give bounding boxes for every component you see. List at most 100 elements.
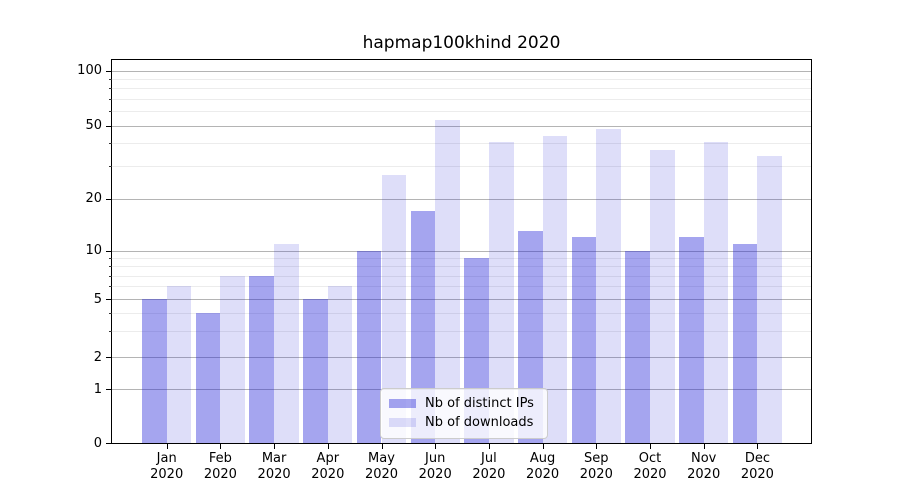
x-tick-label-jun: Jun 2020 xyxy=(403,451,467,483)
y-tick-label-2: 2 xyxy=(93,349,102,365)
y-tick-label-50: 50 xyxy=(85,118,102,134)
gridline-major-2 xyxy=(112,357,811,358)
y-tick-0 xyxy=(106,443,112,444)
plot-area: Nb of distinct IPs Nb of downloads xyxy=(112,60,811,443)
x-tick-sep xyxy=(596,444,598,449)
x-tick-label-feb: Feb 2020 xyxy=(188,451,252,483)
x-tick-month: Apr xyxy=(316,451,340,466)
y-minor-tick-80 xyxy=(109,88,112,90)
bar-downloads-jan xyxy=(166,286,192,443)
y-tick-2 xyxy=(106,357,112,358)
y-minor-tick-8 xyxy=(109,266,112,268)
y-minor-tick-70 xyxy=(109,99,112,100)
x-tick-month: Mar xyxy=(261,451,287,466)
gridline-minor-60 xyxy=(112,111,811,113)
x-tick-oct xyxy=(650,444,651,449)
gridline-minor-4 xyxy=(112,313,811,315)
y-tick-20 xyxy=(106,198,112,200)
y-tick-label-0: 0 xyxy=(93,435,102,451)
x-tick-label-dec: Dec 2020 xyxy=(725,451,789,483)
x-tick-label-oct: Oct 2020 xyxy=(618,451,682,483)
x-tick-year: 2020 xyxy=(633,467,667,482)
x-tick-nov xyxy=(703,444,705,449)
gridline-minor-40 xyxy=(112,143,811,145)
gridline-minor-30 xyxy=(112,166,811,168)
y-tick-1 xyxy=(106,389,112,390)
bar-downloads-apr xyxy=(327,286,353,443)
x-tick-label-apr: Apr 2020 xyxy=(296,451,360,483)
legend-item-distinct-ips: Nb of distinct IPs xyxy=(389,394,539,413)
y-minor-tick-6 xyxy=(109,286,112,288)
bar-downloads-sep xyxy=(596,128,621,443)
x-tick-year: 2020 xyxy=(418,467,452,482)
y-tick-label-5: 5 xyxy=(93,291,102,307)
x-tick-label-sep: Sep 2020 xyxy=(564,451,628,483)
y-tick-label-1: 1 xyxy=(93,381,102,397)
x-tick-year: 2020 xyxy=(150,467,184,482)
x-tick-label-jan: Jan 2020 xyxy=(135,451,199,483)
x-tick-year: 2020 xyxy=(579,467,613,482)
x-tick-jun xyxy=(435,444,437,449)
legend: Nb of distinct IPs Nb of downloads xyxy=(380,388,548,439)
x-tick-month: Aug xyxy=(529,451,556,466)
gridline-major-50 xyxy=(112,125,811,127)
gridline-minor-90 xyxy=(112,79,811,81)
y-tick-label-100: 100 xyxy=(77,63,102,79)
bar-distinct-ips-sep xyxy=(571,237,597,443)
x-tick-year: 2020 xyxy=(472,467,506,482)
gridline-minor-7 xyxy=(112,275,811,277)
x-tick-month: May xyxy=(368,451,395,466)
bar-downloads-oct xyxy=(650,149,675,443)
gridline-major-100 xyxy=(112,70,811,72)
x-tick-feb xyxy=(220,444,222,449)
bar-downloads-feb xyxy=(220,275,246,443)
y-minor-tick-90 xyxy=(109,79,112,81)
x-tick-label-may: May 2020 xyxy=(350,451,414,483)
x-tick-year: 2020 xyxy=(364,467,399,482)
legend-swatch-downloads xyxy=(389,418,416,427)
gridline-minor-8 xyxy=(112,266,811,268)
x-tick-year: 2020 xyxy=(311,467,345,482)
x-tick-month: Oct xyxy=(638,451,662,466)
x-tick-month: Nov xyxy=(691,451,717,466)
gridline-minor-9 xyxy=(112,258,811,260)
y-minor-tick-7 xyxy=(109,275,112,277)
y-minor-tick-60 xyxy=(109,111,112,113)
y-tick-5 xyxy=(106,299,112,300)
x-tick-may xyxy=(381,444,383,449)
x-tick-label-aug: Aug 2020 xyxy=(511,451,575,483)
bar-downloads-nov xyxy=(703,141,729,443)
x-tick-month: Feb xyxy=(208,451,232,466)
bar-distinct-ips-jan xyxy=(142,299,167,443)
y-tick-50 xyxy=(106,125,112,127)
x-tick-apr xyxy=(327,444,329,449)
y-minor-tick-4 xyxy=(109,313,112,315)
y-minor-tick-30 xyxy=(109,166,112,168)
x-tick-jan xyxy=(166,444,168,449)
bar-distinct-ips-feb xyxy=(195,313,221,443)
legend-label-downloads: Nb of downloads xyxy=(425,415,534,430)
y-minor-tick-3 xyxy=(109,331,112,333)
x-tick-year: 2020 xyxy=(526,467,560,482)
x-tick-year: 2020 xyxy=(687,467,721,482)
x-tick-month: Dec xyxy=(744,451,770,466)
x-tick-month: Jun xyxy=(425,451,446,466)
gridline-major-10 xyxy=(112,250,811,252)
bar-distinct-ips-may xyxy=(356,250,382,443)
gridline-minor-6 xyxy=(112,286,811,288)
x-tick-month: Jul xyxy=(481,451,497,466)
gridline-major-20 xyxy=(112,198,811,200)
x-tick-label-nov: Nov 2020 xyxy=(672,451,736,483)
bar-distinct-ips-apr xyxy=(303,299,328,443)
bar-distinct-ips-mar xyxy=(249,275,275,443)
x-tick-label-mar: Mar 2020 xyxy=(242,451,306,483)
gridline-minor-3 xyxy=(112,331,811,333)
x-tick-label-jul: Jul 2020 xyxy=(457,451,521,483)
bar-distinct-ips-dec xyxy=(732,243,758,443)
x-tick-jul xyxy=(488,444,490,449)
y-minor-tick-9 xyxy=(109,258,112,260)
x-tick-month: Sep xyxy=(584,451,609,466)
x-tick-dec xyxy=(757,444,759,449)
y-tick-label-20: 20 xyxy=(85,191,102,207)
x-tick-mar xyxy=(274,444,276,449)
